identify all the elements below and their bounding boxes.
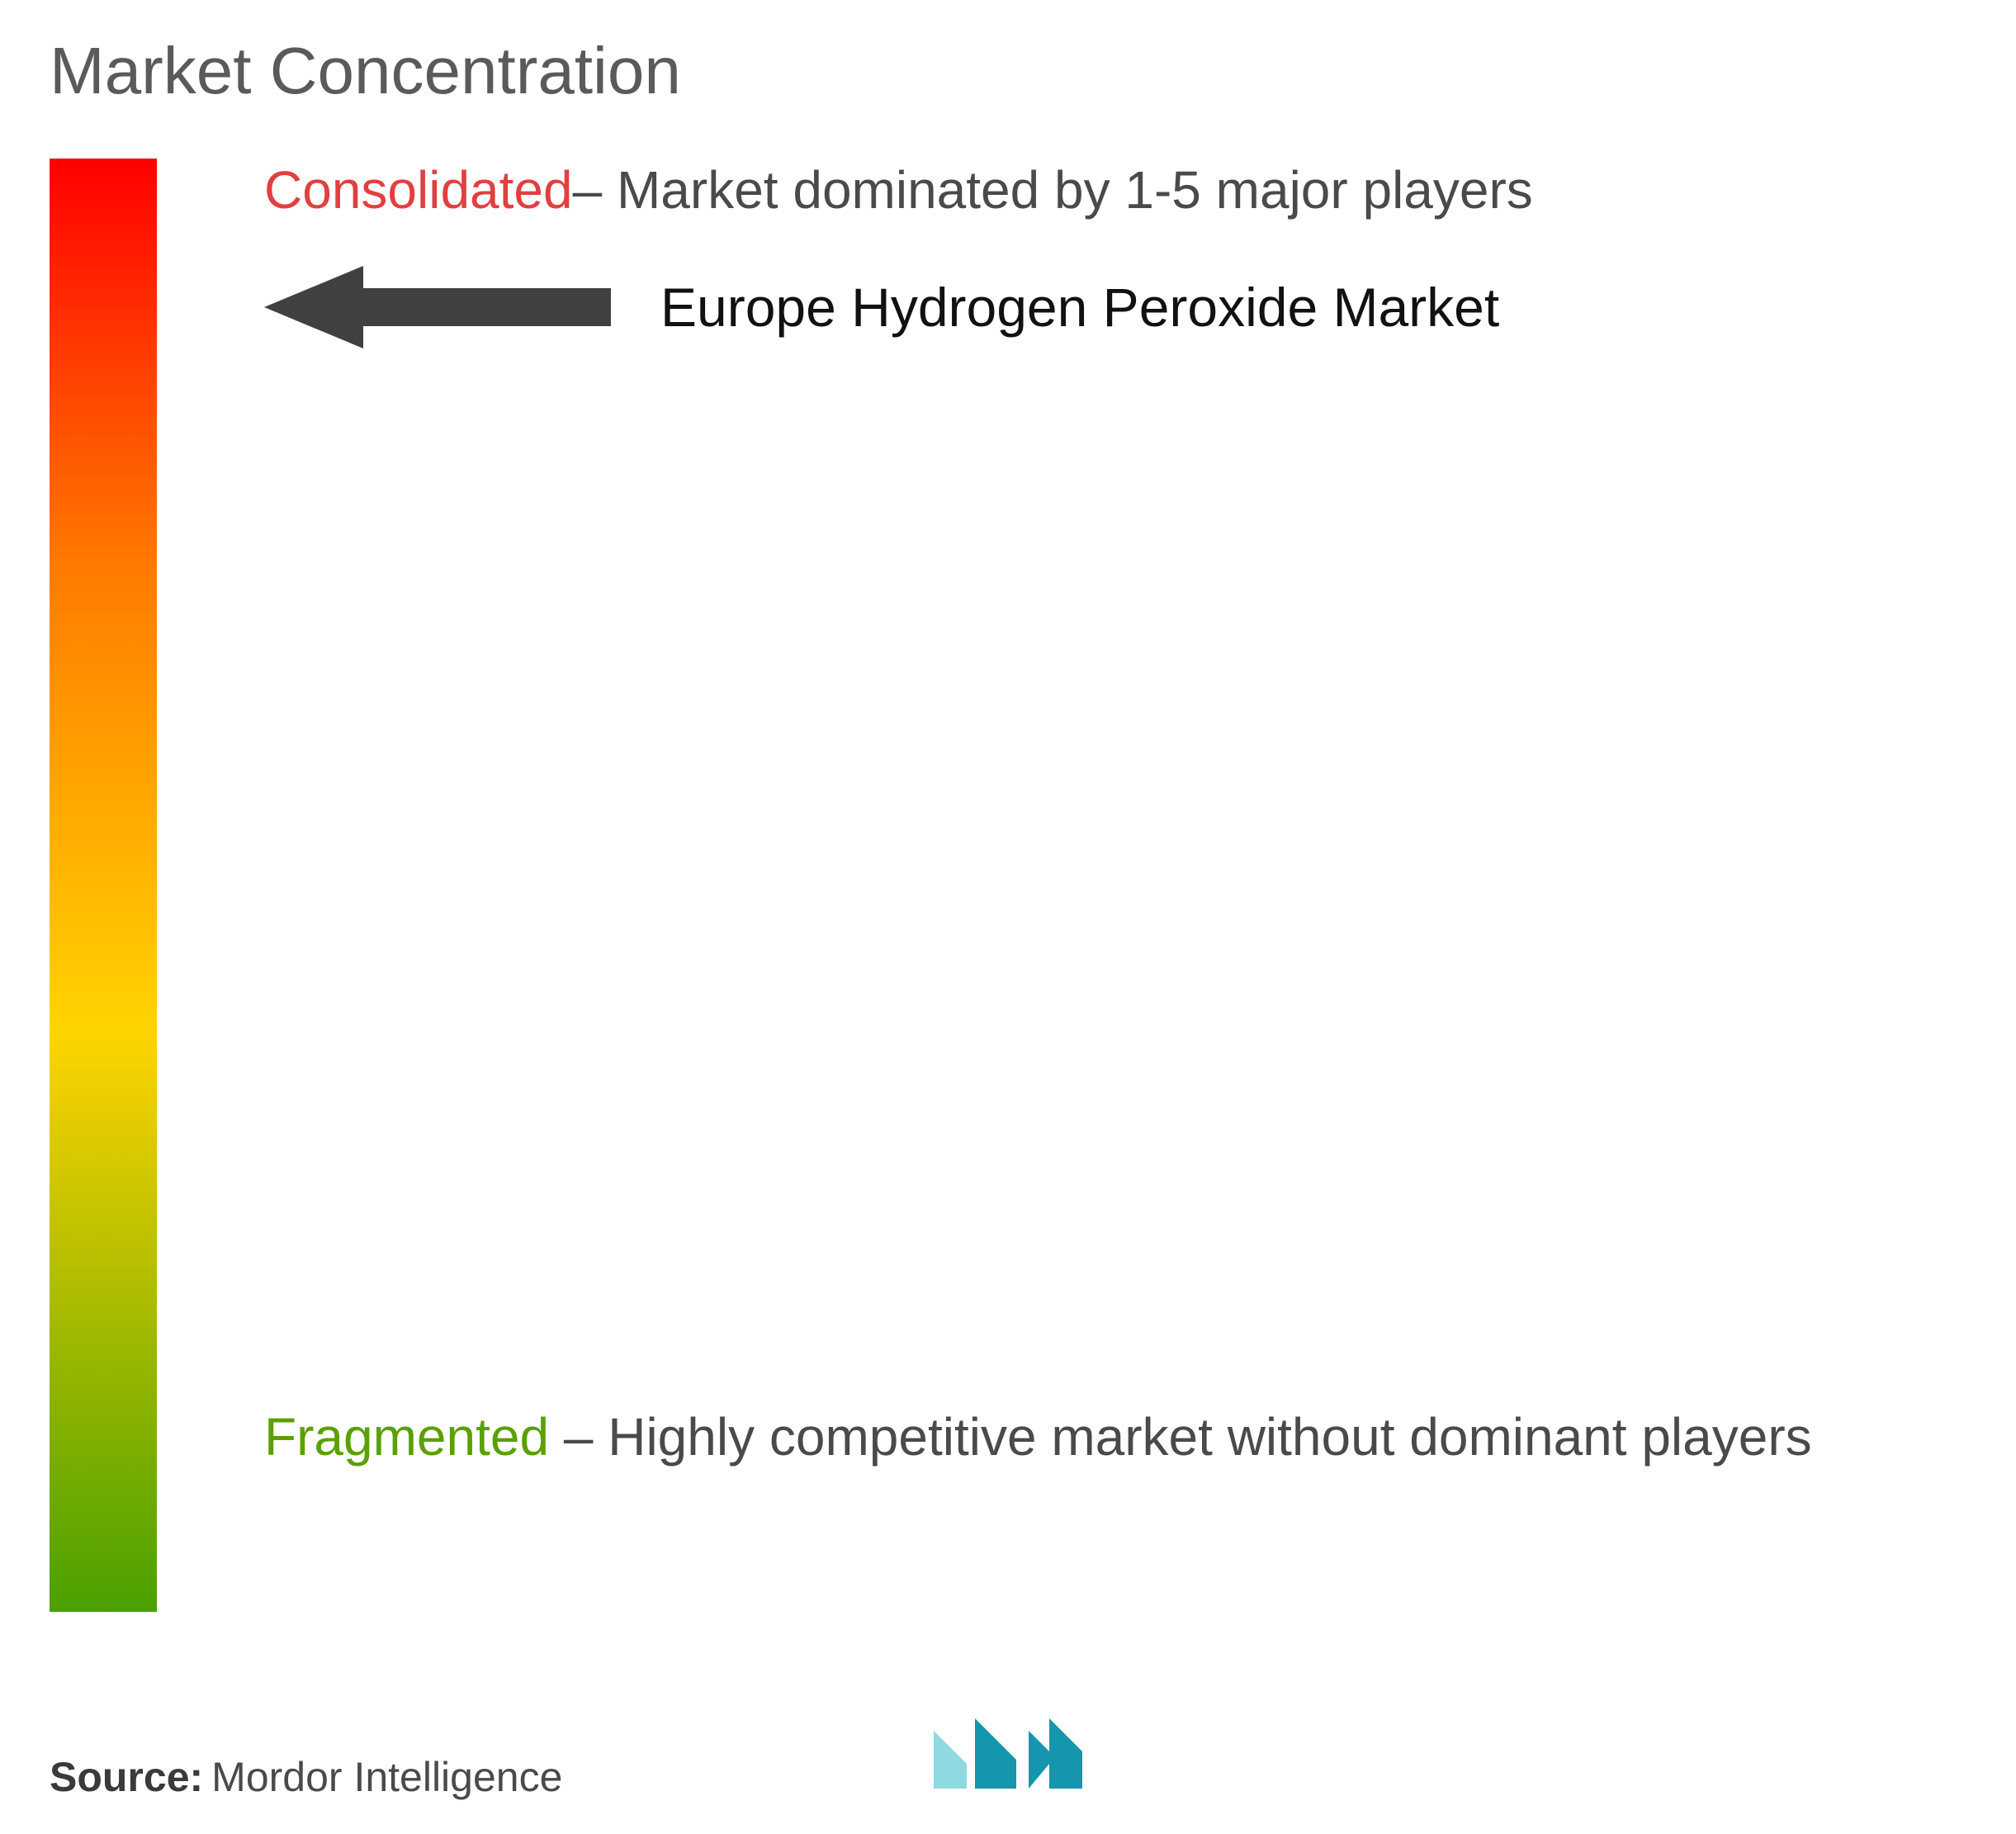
source-label: Source: <box>50 1753 203 1801</box>
logo-shape-3 <box>1029 1718 1082 1789</box>
diagram-area: Consolidated– Market dominated by 1-5 ma… <box>50 159 1966 1628</box>
arrow-left-icon <box>264 262 611 353</box>
logo-shape-1 <box>934 1731 967 1789</box>
concentration-gradient-bar <box>50 159 157 1612</box>
consolidated-keyword: Consolidated <box>264 160 573 220</box>
consolidated-label: Consolidated– Market dominated by 1-5 ma… <box>264 150 1998 230</box>
market-name-label: Europe Hydrogen Peroxide Market <box>660 276 1499 339</box>
fragmented-keyword: Fragmented <box>264 1407 549 1467</box>
mordor-logo-icon <box>925 1706 1091 1801</box>
gradient-rect <box>50 159 157 1612</box>
logo-shape-2 <box>975 1718 1016 1789</box>
page-title: Market Concentration <box>50 33 1966 109</box>
page-root: Market Concentration Consolidated– Marke… <box>0 0 2016 1834</box>
consolidated-description: – Market dominated by 1-5 major players <box>573 160 1533 220</box>
fragmented-description: – Highly competitive market without domi… <box>549 1407 1812 1467</box>
source-name: Mordor Intelligence <box>211 1753 562 1801</box>
fragmented-label: Fragmented – Highly competitive market w… <box>264 1397 1998 1476</box>
arrow-shape <box>264 266 611 348</box>
market-position-marker: Europe Hydrogen Peroxide Market <box>264 262 1499 353</box>
